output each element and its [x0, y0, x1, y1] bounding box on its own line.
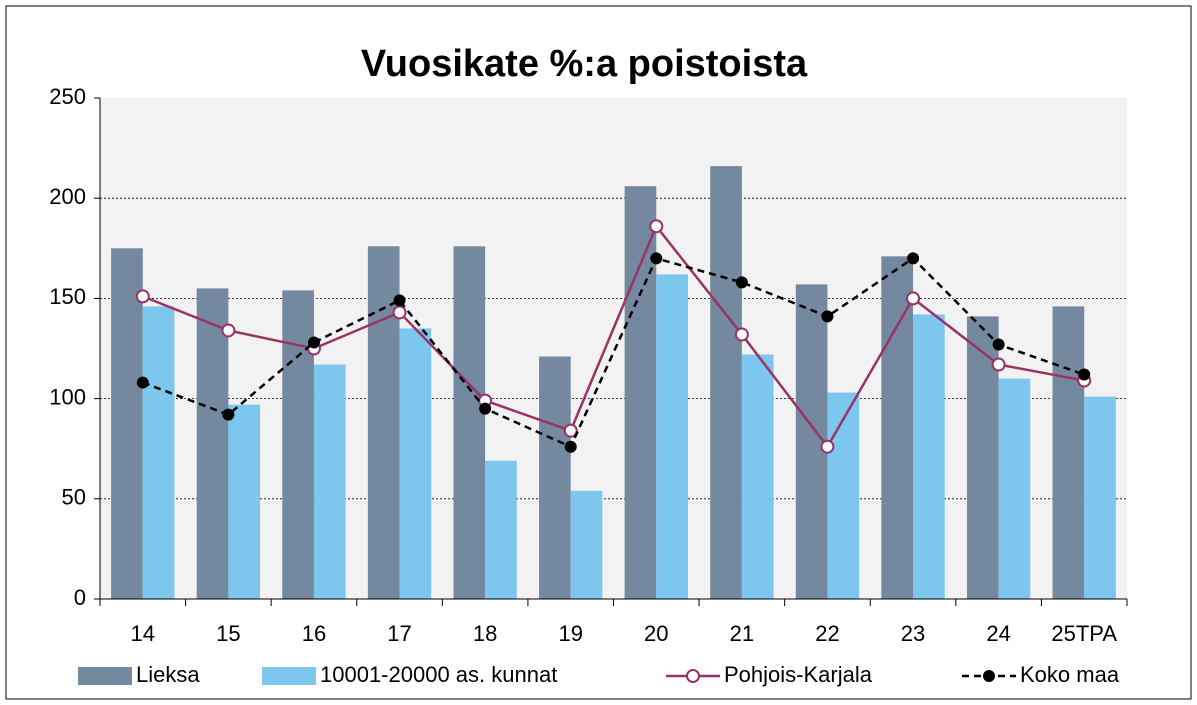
- marker: [479, 402, 492, 415]
- x-tick-label: 20: [644, 621, 668, 646]
- bar: [881, 256, 914, 599]
- marker: [222, 408, 235, 421]
- marker: [1078, 368, 1091, 381]
- bar: [539, 356, 571, 599]
- bar: [111, 248, 143, 600]
- bar: [827, 392, 860, 599]
- x-tick-label: 25TPA: [1051, 621, 1117, 646]
- marker: [821, 310, 834, 323]
- bar: [966, 316, 999, 599]
- x-tick-label: 24: [986, 621, 1010, 646]
- bar: [624, 186, 657, 599]
- bar: [913, 314, 945, 599]
- marker: [392, 305, 407, 320]
- marker: [221, 323, 236, 338]
- x-tick-label: 16: [302, 621, 326, 646]
- plot-area: [100, 98, 1127, 599]
- bar: [710, 166, 742, 600]
- marker: [906, 291, 921, 306]
- bar: [367, 246, 400, 599]
- legend-label: Koko maa: [1020, 662, 1120, 687]
- legend-swatch: [78, 667, 132, 685]
- bar: [142, 306, 175, 599]
- line: [142, 256, 1085, 449]
- marker: [393, 294, 406, 307]
- bar: [741, 354, 774, 599]
- x-tick-label: 22: [815, 621, 839, 646]
- legend-label: Lieksa: [136, 662, 200, 687]
- y-tick-label: 200: [49, 184, 86, 209]
- x-tick-label: 15: [216, 621, 240, 646]
- x-tick-label: 23: [901, 621, 925, 646]
- legend-marker: [686, 669, 700, 683]
- bar: [1084, 396, 1116, 599]
- chart-title: Vuosikate %:a poistoista: [361, 43, 808, 85]
- bar: [453, 246, 486, 599]
- x-tick-label: 17: [387, 621, 411, 646]
- y-tick-label: 250: [49, 84, 86, 109]
- line: [142, 223, 1085, 449]
- legend-marker: [983, 670, 995, 682]
- bar: [399, 328, 432, 599]
- marker: [734, 327, 749, 342]
- marker: [135, 289, 150, 304]
- marker: [564, 440, 577, 453]
- legend-swatch: [262, 667, 316, 685]
- x-tick-label: 18: [473, 621, 497, 646]
- marker: [136, 376, 149, 389]
- marker: [563, 423, 578, 438]
- legend-label: Pohjois-Karjala: [724, 662, 873, 687]
- marker: [649, 219, 664, 234]
- y-tick-label: 100: [49, 384, 86, 409]
- marker: [991, 357, 1006, 372]
- bar: [196, 288, 229, 599]
- marker: [650, 252, 663, 265]
- bar: [656, 274, 688, 599]
- bar: [313, 364, 346, 599]
- marker: [992, 338, 1005, 351]
- y-tick-label: 150: [49, 284, 86, 309]
- bar: [998, 378, 1031, 599]
- y-tick-label: 50: [62, 485, 86, 510]
- legend-label: 10001-20000 as. kunnat: [320, 662, 557, 687]
- x-tick-label: 19: [558, 621, 582, 646]
- bar: [228, 404, 261, 599]
- marker: [307, 336, 320, 349]
- marker: [735, 276, 748, 289]
- bar: [570, 490, 603, 599]
- bar: [485, 460, 517, 599]
- bar: [1052, 306, 1085, 599]
- marker: [820, 439, 835, 454]
- x-tick-label: 14: [131, 621, 155, 646]
- marker: [907, 252, 920, 265]
- y-tick-label: 0: [74, 585, 86, 610]
- x-tick-label: 21: [730, 621, 754, 646]
- bar: [282, 290, 314, 599]
